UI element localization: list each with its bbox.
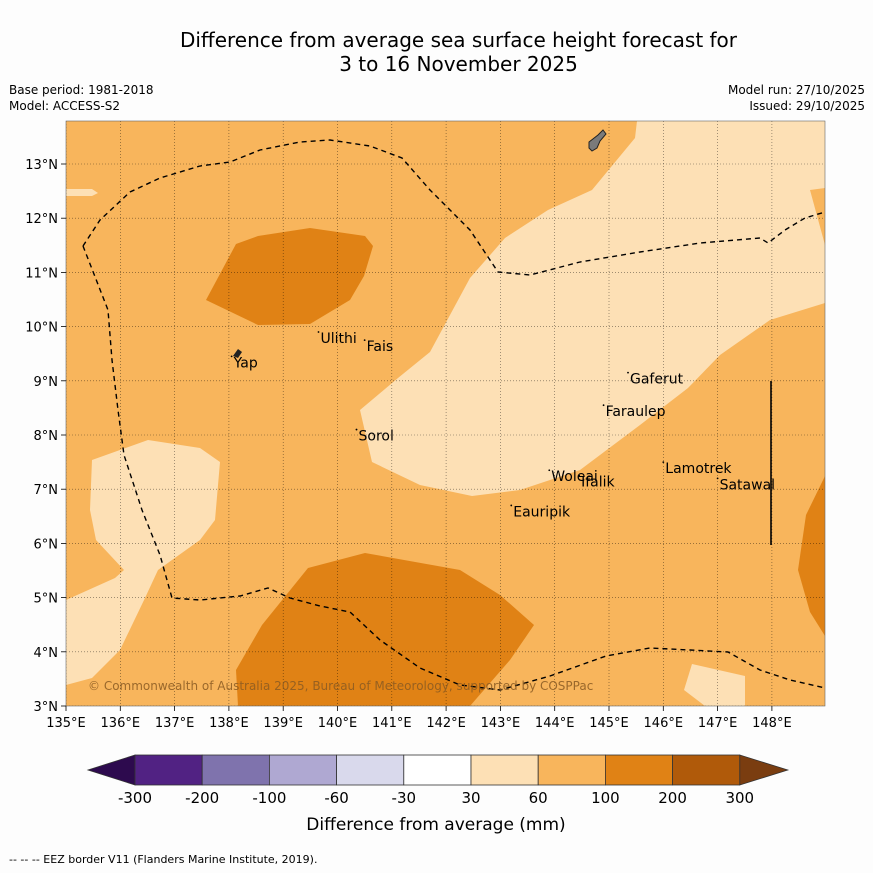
guam-island [588, 129, 607, 152]
lat-tick-label: 10°N [25, 321, 58, 336]
place-marker [627, 371, 629, 374]
contour-100-200-east [798, 476, 825, 636]
lon-tick-label: 141°E [372, 716, 412, 731]
grid-lines [66, 121, 825, 706]
place-label: Faraulep [606, 404, 666, 420]
eez-border-east-segment [82, 139, 825, 276]
place-label: Yap [233, 355, 258, 371]
colorbar-tick-label: 300 [725, 789, 754, 807]
eez-border-west-segment [82, 245, 825, 691]
map-title: Difference from average sea surface heig… [0, 28, 873, 76]
colorbar-tick-label: -300 [118, 789, 152, 807]
lat-tick-label: 12°N [25, 212, 58, 227]
lat-tick-label: 13°N [25, 158, 58, 173]
lon-tick-label: 137°E [155, 716, 195, 731]
copyright-notice: © Commonwealth of Australia 2025, Bureau… [88, 679, 593, 693]
eez-footnote: -- -- -- EEZ border V11 (Flanders Marine… [9, 853, 318, 866]
lon-tick-label: 136°E [101, 716, 141, 731]
title-line-1: Difference from average sea surface heig… [179, 28, 738, 52]
place-marker [716, 477, 719, 480]
lon-tick-label: 143°E [481, 716, 521, 731]
lon-tick-label: 139°E [263, 716, 303, 731]
colorbar-tick-label: 100 [591, 789, 620, 807]
lon-tick-label: 146°E [644, 716, 684, 731]
lon-tick-label: 135°E [46, 716, 86, 731]
colorbar-bin [605, 754, 674, 786]
colorbar-bin [403, 754, 472, 786]
colorbar-tick-label: 60 [529, 789, 548, 807]
contour-30-60-southeast [684, 664, 745, 706]
place-label: Fais [367, 339, 394, 355]
place-marker [230, 355, 233, 358]
lon-tick-label: 148°E [752, 716, 792, 731]
place-marker [602, 404, 605, 407]
map-area: Yap Ulithi Fais Sorol Gaferut Faraulep WoleaiI… [66, 121, 825, 706]
colorbar-bin [470, 754, 539, 786]
colorbar-tick-label: 30 [461, 789, 480, 807]
lon-tick-label: 145°E [589, 716, 629, 731]
place-label: Ifalik [581, 475, 615, 491]
place-label: Lamotrek [665, 461, 732, 477]
place-marker [662, 461, 665, 463]
contour-30-60-west [66, 440, 220, 685]
place-label: Ulithi [320, 331, 356, 347]
model-name: Model: ACCESS-S2 [9, 99, 121, 113]
place-marker [363, 339, 366, 342]
contour-100-200-south [236, 553, 534, 706]
place-label: Woleai [551, 469, 598, 485]
model-run: Model run: 27/10/2025 [727, 83, 865, 97]
colorbar-tick-label: -60 [324, 789, 349, 807]
lat-tick-label: 4°N [34, 646, 59, 661]
colorbar-bin [336, 754, 405, 786]
colorbar-bin [134, 754, 203, 786]
lat-tick-label: 9°N [34, 375, 59, 390]
meta-right: Model run: 27/10/2025 Issued: 29/10/2025 [728, 82, 865, 114]
lat-tick-label: 11°N [25, 266, 58, 281]
lon-tick-label: 142°E [426, 716, 466, 731]
lat-tick-label: 5°N [34, 592, 59, 607]
lon-tick-label: 144°E [535, 716, 575, 731]
title-line-2: 3 to 16 November 2025 [339, 52, 578, 76]
place-marker [355, 428, 358, 431]
lat-tick-label: 8°N [34, 429, 59, 444]
lat-tick-label: 7°N [34, 483, 59, 498]
yap-island [233, 349, 242, 358]
issued-date: Issued: 29/10/2025 [749, 99, 865, 113]
place-label: Gaferut [630, 372, 684, 388]
place-marker [548, 469, 551, 472]
place-marker [510, 504, 513, 507]
colorbar-bin [537, 754, 606, 786]
lat-tick-label: 3°N [34, 700, 59, 715]
colorbar: -300 -200 -100 -60 -30 30 60 100 200 300 [86, 754, 790, 807]
colorbar-tick-label: -30 [392, 789, 417, 807]
colorbar-bin [201, 754, 270, 786]
lon-tick-label: 147°E [698, 716, 738, 731]
meta-left: Base period: 1981-2018 Model: ACCESS-S2 [9, 82, 154, 114]
map-frame [65, 120, 826, 707]
base-period: Base period: 1981-2018 [9, 83, 154, 97]
lon-tick-label: 138°E [209, 716, 249, 731]
place-label: Eauripik [513, 504, 571, 520]
colorbar-tick-label: 200 [658, 789, 687, 807]
contour-30-60-northeast [360, 121, 825, 496]
contour-100-200-north [206, 228, 373, 325]
lon-tick-label: 140°E [318, 716, 358, 731]
axis-labels: 135°E 136°E 137°E 138°E 139°E 140°E 141°E 142°E… [25, 158, 791, 731]
colorbar-bin [672, 754, 741, 786]
colorbar-tick-label: -100 [252, 789, 286, 807]
lat-tick-label: 6°N [34, 537, 59, 552]
place-labels: Yap Ulithi Fais Sorol Gaferut Faraulep WoleaiI… [230, 331, 775, 520]
contour-30-60-small-west [66, 189, 98, 196]
place-marker [317, 331, 320, 333]
place-marker [578, 474, 581, 477]
colorbar-extend-high [739, 754, 790, 786]
legend-title: Difference from average (mm) [306, 815, 565, 835]
place-label: Sorol [359, 429, 394, 445]
colorbar-bin [268, 754, 337, 786]
colorbar-extend-low [86, 754, 136, 786]
colorbar-tick-label: -200 [185, 789, 219, 807]
place-label: Satawal [720, 477, 775, 493]
